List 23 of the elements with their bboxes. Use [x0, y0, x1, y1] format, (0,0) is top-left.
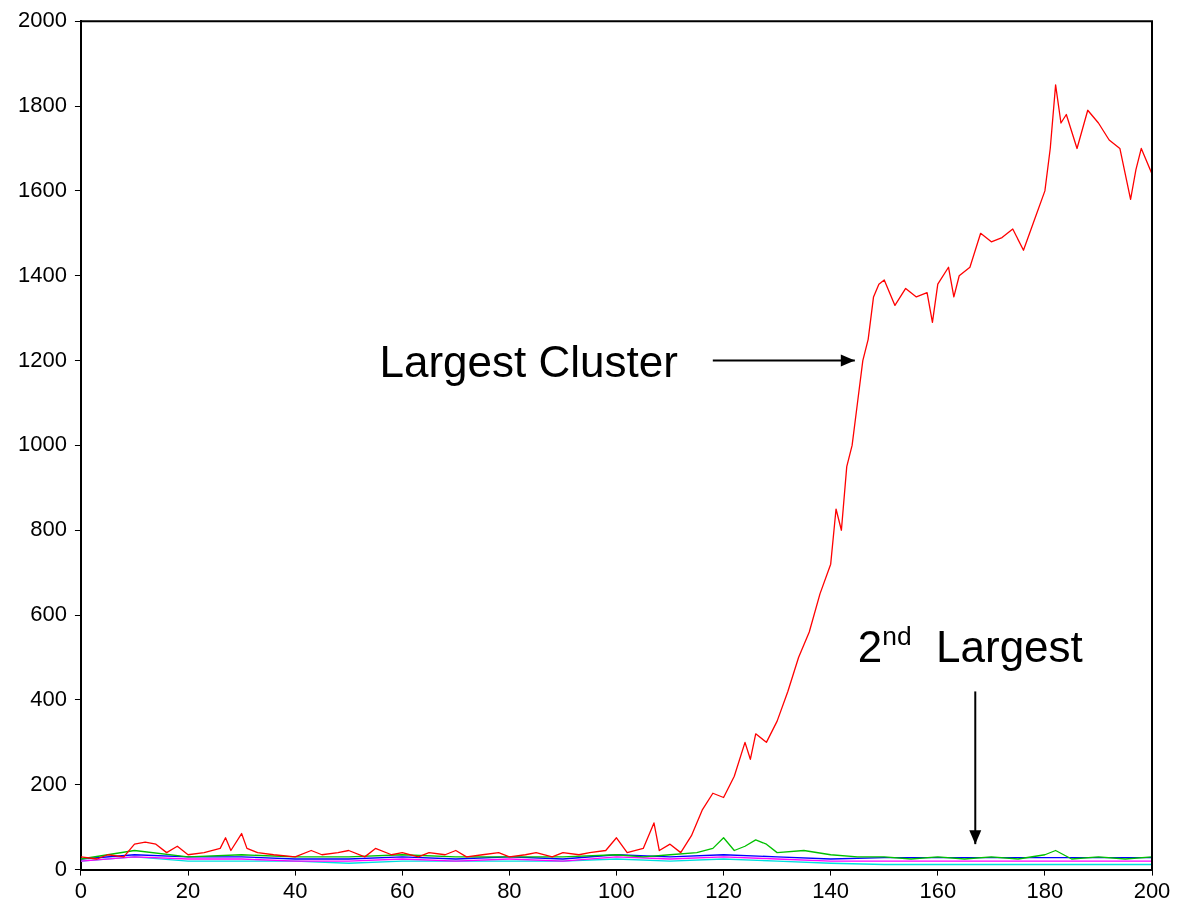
- y-tick-label: 400: [30, 685, 67, 711]
- y-tick-label: 1600: [17, 176, 67, 202]
- annotation: Largest Cluster: [379, 336, 678, 386]
- x-tick-label: 100: [598, 877, 635, 903]
- x-tick-label: 0: [74, 877, 88, 903]
- y-tick-label: 0: [54, 855, 67, 881]
- x-tick-label: 180: [1026, 877, 1064, 903]
- x-tick-label: 160: [919, 877, 957, 903]
- y-tick-label: 1000: [17, 431, 67, 457]
- y-tick-label: 200: [30, 770, 67, 796]
- x-tick-label: 60: [390, 877, 415, 903]
- y-tick-label: 1800: [17, 92, 67, 118]
- y-tick-label: 600: [30, 601, 67, 627]
- x-tick-label: 40: [282, 877, 308, 903]
- x-tick-label: 120: [705, 877, 742, 903]
- x-tick-label: 140: [812, 877, 850, 903]
- x-tick-label: 20: [175, 877, 201, 903]
- y-tick-label: 1400: [17, 261, 67, 287]
- y-tick-label: 800: [30, 516, 67, 542]
- y-tick-label: 2000: [17, 7, 67, 33]
- x-tick-label: 80: [497, 877, 522, 903]
- y-tick-label: 1200: [17, 346, 67, 372]
- x-tick-label: 200: [1133, 877, 1171, 903]
